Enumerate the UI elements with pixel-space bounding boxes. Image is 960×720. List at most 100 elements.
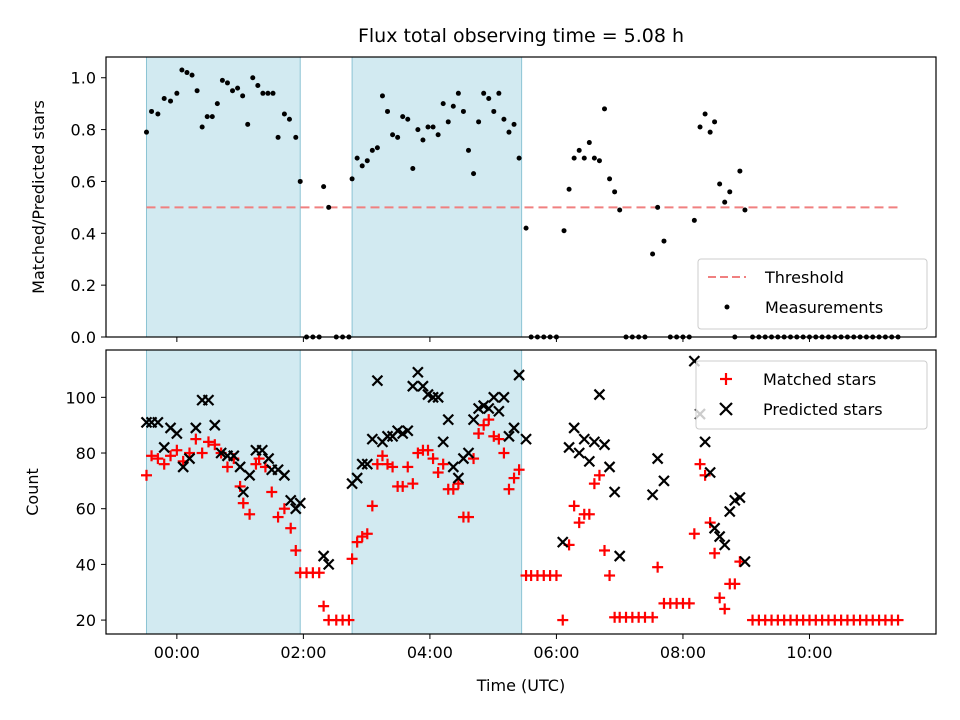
top-shade-0	[145, 56, 301, 338]
predicted-star-point	[651, 452, 664, 465]
matched-star-point	[683, 597, 695, 609]
matched-star-point	[593, 469, 605, 481]
matched-star-point	[422, 444, 434, 456]
predicted-star-point	[432, 391, 444, 404]
measurement-point	[297, 178, 303, 184]
predicted-star-point	[646, 489, 659, 501]
top-title: Flux total observing time = 5.08 h	[358, 25, 684, 47]
measurement-point	[581, 155, 587, 161]
bottom-y-tick-label: 20	[76, 611, 96, 630]
measurement-point	[591, 155, 597, 161]
measurement-point	[270, 90, 276, 96]
bottom-y-ticks: 20 40 60 80 100	[65, 388, 106, 630]
matched-star-point	[729, 578, 741, 590]
predicted-star-point	[739, 555, 751, 568]
measurement-point	[204, 114, 210, 120]
measurement-point	[250, 75, 256, 81]
predicted-star-point	[613, 550, 626, 562]
measurement-point	[245, 121, 251, 127]
predicted-star-point	[140, 416, 153, 429]
matched-star-point	[346, 553, 358, 565]
measurement-point	[194, 88, 200, 94]
measurement-point	[702, 111, 708, 117]
predicted-star-point	[467, 413, 480, 426]
measurement-point	[707, 129, 713, 135]
matched-star-point	[361, 528, 373, 540]
matched-star-point	[478, 419, 490, 431]
predicted-star-point	[437, 436, 449, 448]
matched-star-point	[158, 458, 170, 470]
matched-star-point	[244, 508, 256, 520]
matched-star-point	[343, 614, 355, 626]
measurement-point	[496, 90, 502, 96]
measurement-point	[420, 137, 426, 143]
matched-star-point	[165, 450, 177, 462]
predicted-star-point	[237, 486, 250, 498]
measurement-point	[209, 114, 215, 120]
predicted-star-point	[371, 374, 384, 387]
bottom-panel: 20 40 60 80 100 00:00 02:00 04:00 06:00 08:00 10:…	[23, 349, 937, 695]
matched-star-point	[190, 433, 202, 445]
matched-star-point	[366, 500, 378, 512]
measurement-point	[286, 116, 292, 122]
measurement-point	[143, 129, 149, 135]
measurement-point	[326, 204, 332, 210]
predicted-star-point	[361, 458, 374, 470]
measurement-point	[395, 134, 401, 140]
bottom-legend-box	[695, 360, 928, 430]
top-y-tick-label: 0.8	[71, 121, 96, 140]
measurement-point	[189, 72, 195, 78]
top-shaded-regions	[145, 56, 523, 338]
measurement-point	[617, 207, 623, 213]
predicted-star-point	[190, 422, 202, 434]
top-y-tick-label: 0.0	[71, 328, 96, 347]
matched-star-point	[583, 508, 595, 520]
legend-predicted-label: Predicted stars	[763, 400, 883, 419]
predicted-star-point	[568, 422, 580, 434]
measurement-point	[155, 111, 161, 117]
bottom-x-tick-label: 00:00	[154, 643, 200, 662]
matched-star-point	[604, 570, 616, 582]
matched-star-point	[371, 458, 383, 470]
bottom-x-ticks: 00:00 02:00 04:00 06:00 08:00 10:00	[154, 634, 833, 662]
predicted-star-point	[508, 422, 520, 434]
measurement-point	[511, 121, 517, 127]
matched-star-point	[709, 547, 721, 559]
measurement-point	[265, 90, 271, 96]
measurement-point	[661, 238, 667, 244]
matched-star-point	[513, 464, 525, 476]
predicted-star-point	[442, 413, 455, 426]
matched-star-point	[278, 503, 290, 515]
matched-star-point	[407, 478, 419, 490]
measurement-point	[354, 155, 360, 161]
measurement-point	[379, 93, 385, 99]
top-shade-1	[351, 56, 523, 338]
measurement-point	[612, 189, 618, 195]
measurement-point	[727, 189, 733, 195]
top-axes-frame	[105, 56, 937, 338]
bottom-x-axis-label: Time (UTC)	[476, 676, 565, 695]
matched-star-point	[557, 614, 569, 626]
predicted-star-point	[366, 433, 379, 445]
bottom-x-tick-label: 10:00	[786, 643, 832, 662]
bottom-axes-frame	[105, 349, 937, 635]
predicted-star-point	[401, 424, 414, 437]
matched-star-point	[427, 453, 439, 465]
matched-star-point	[272, 511, 284, 523]
measurement-point	[523, 225, 529, 231]
predicted-star-point	[699, 436, 711, 448]
matched-star-point	[402, 461, 414, 473]
predicted-star-point	[407, 380, 419, 392]
predicted-star-point	[209, 419, 221, 431]
predicted-star-point	[462, 447, 475, 459]
bottom-x-tick-label: 06:00	[533, 643, 579, 662]
measurement-point	[374, 145, 380, 151]
top-y-axis-label: Matched/Predicted stars	[29, 100, 48, 294]
matched-star-point	[568, 500, 580, 512]
measurement-point	[717, 181, 723, 187]
top-y-tick-label: 1.0	[71, 69, 96, 88]
predicted-star-point	[228, 450, 240, 462]
bottom-y-tick-label: 40	[76, 555, 96, 574]
matched-star-point	[387, 461, 399, 473]
predicted-star-point	[658, 475, 670, 487]
